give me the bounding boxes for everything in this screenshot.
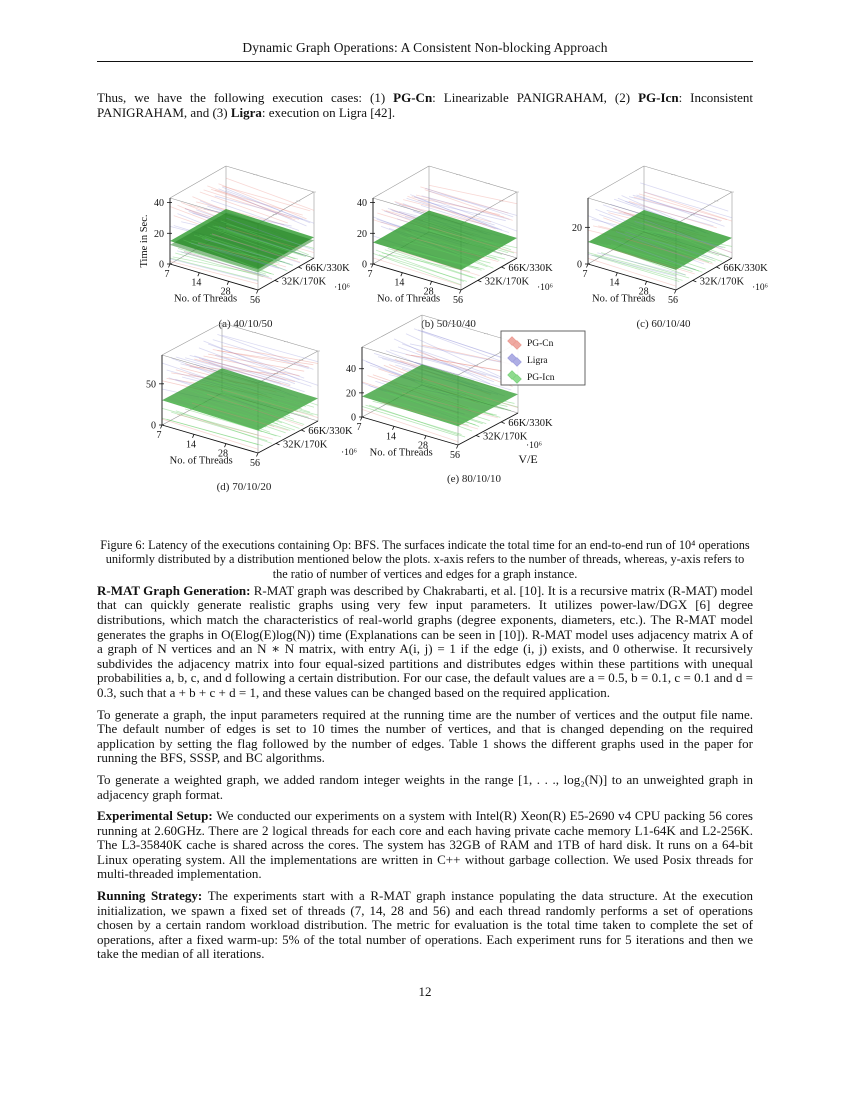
svg-text:0: 0 [362, 260, 367, 271]
intro-paragraph: Thus, we have the following execution ca… [97, 90, 754, 120]
svg-text:66K/330K: 66K/330K [508, 263, 553, 274]
svg-text:32K/170K: 32K/170K [282, 277, 327, 288]
paragraph-lead: R-MAT Graph Generation: [97, 582, 254, 598]
svg-text:28: 28 [639, 287, 649, 298]
subplot-caption-c: (c) 60/10/40 [636, 318, 691, 331]
svg-text:32K/170K: 32K/170K [700, 277, 745, 288]
svg-text:40: 40 [346, 364, 356, 375]
svg-text:0: 0 [159, 260, 164, 271]
svg-text:66K/330K: 66K/330K [723, 263, 768, 274]
body-text: R-MAT Graph Generation: R-MAT graph was … [97, 582, 753, 962]
svg-text:56: 56 [668, 295, 678, 306]
svg-text:66K/330K: 66K/330K [308, 426, 353, 437]
svg-text:32K/170K: 32K/170K [483, 432, 528, 443]
paragraph-weighted-graph: To generate a weighted graph, we added r… [97, 771, 753, 802]
figure-6: 7 14 28 56 No. of Threads 32K/170K 66K/330K ·10… [97, 152, 768, 497]
legend-item-PG-Icn: PG-Icn [527, 373, 555, 383]
svg-text:20: 20 [357, 229, 367, 240]
svg-text:0: 0 [151, 421, 156, 432]
subplot-caption-e: (e) 80/10/10 [446, 473, 502, 486]
svg-text:No. of Threads: No. of Threads [170, 456, 233, 467]
surface-plot-e: 7 14 28 56 No. of Threads 32K/170K 66K/330K ·10… [328, 295, 620, 485]
svg-text:No. of Threads: No. of Threads [370, 448, 433, 459]
surface-plot-b-canvas: 7 14 28 56 No. of Threads 32K/170K 66K/330K ·10… [357, 165, 553, 306]
svg-text:28: 28 [221, 287, 231, 298]
svg-text:28: 28 [424, 287, 434, 298]
svg-text:56: 56 [250, 295, 260, 306]
svg-text:·10⁶: ·10⁶ [537, 283, 553, 293]
svg-text:14: 14 [186, 440, 196, 451]
svg-text:32K/170K: 32K/170K [485, 277, 530, 288]
svg-text:20: 20 [154, 229, 164, 240]
svg-text:40: 40 [154, 198, 164, 209]
svg-text:66K/330K: 66K/330K [305, 263, 350, 274]
svg-text:No. of Threads: No. of Threads [592, 294, 655, 305]
svg-text:14: 14 [191, 278, 201, 289]
svg-text:0: 0 [351, 413, 356, 424]
surface-plot-c: 7 14 28 56 No. of Threads 32K/170K 66K/330K ·10… [556, 152, 771, 330]
surface-plot-d-canvas: 7 14 28 56 No. of Threads 32K/170K 66K/330K ·10… [146, 322, 357, 469]
figure-caption: Figure 6: Latency of the executions cont… [100, 538, 750, 581]
subplot-caption-d: (d) 70/10/20 [216, 481, 272, 494]
paragraph-lead: Running Strategy: [97, 888, 208, 904]
svg-text:32K/170K: 32K/170K [283, 440, 328, 451]
svg-text:V/E: V/E [518, 452, 537, 466]
surface-plot-d: 7 14 28 56 No. of Threads 32K/170K 66K/330K ·10… [128, 303, 360, 493]
svg-text:0: 0 [577, 260, 582, 271]
surface-plot-b: 7 14 28 56 No. of Threads 32K/170K 66K/330K ·10… [341, 152, 556, 330]
svg-text:50: 50 [146, 380, 156, 391]
svg-text:40: 40 [357, 198, 367, 209]
surface-plot-a: 7 14 28 56 No. of Threads 32K/170K 66K/330K ·10… [138, 152, 353, 330]
svg-text:No. of Threads: No. of Threads [377, 294, 440, 305]
running-title: Dynamic Graph Operations: A Consistent N… [242, 40, 608, 55]
surface-plot-a-canvas: 7 14 28 56 No. of Threads 32K/170K 66K/330K ·10… [139, 165, 350, 306]
svg-text:·10⁶: ·10⁶ [341, 448, 357, 458]
svg-text:14: 14 [609, 278, 619, 289]
surface-plot-e-canvas: 7 14 28 56 No. of Threads 32K/170K 66K/330K ·10… [346, 314, 586, 466]
svg-text:20: 20 [346, 389, 356, 400]
surface-plot-c-canvas: 7 14 28 56 No. of Threads 32K/170K 66K/330K ·10… [572, 165, 768, 306]
svg-text:56: 56 [453, 295, 463, 306]
svg-text:Time in Sec.: Time in Sec. [139, 215, 150, 268]
svg-text:28: 28 [418, 441, 428, 452]
svg-text:·10⁶: ·10⁶ [334, 283, 350, 293]
svg-text:56: 56 [450, 450, 460, 461]
title-rule [97, 61, 753, 62]
svg-text:14: 14 [386, 432, 396, 443]
paragraph-running-strategy: Running Strategy: The experiments start … [97, 888, 753, 962]
svg-text:56: 56 [250, 458, 260, 469]
page-number: 12 [418, 984, 432, 1000]
paragraph-lead: Experimental Setup: [97, 808, 217, 824]
subplot-caption-a: (a) 40/10/50 [218, 318, 273, 331]
svg-text:14: 14 [394, 278, 404, 289]
svg-text:7: 7 [583, 269, 588, 280]
svg-text:20: 20 [572, 223, 582, 234]
paragraph-experimental-setup: Experimental Setup: We conducted our exp… [97, 808, 753, 882]
svg-text:7: 7 [357, 422, 362, 433]
paragraph-generate-graph: To generate a graph, the input parameter… [97, 706, 753, 766]
svg-text:·10⁶: ·10⁶ [752, 283, 768, 293]
svg-text:7: 7 [368, 269, 373, 280]
paragraph-rmat-generation: R-MAT Graph Generation: R-MAT graph was … [97, 582, 753, 700]
svg-text:·10⁶: ·10⁶ [526, 441, 542, 451]
legend-item-Ligra: Ligra [527, 356, 548, 366]
svg-text:No. of Threads: No. of Threads [174, 294, 237, 305]
svg-text:7: 7 [157, 430, 162, 441]
legend-item-PG-Cn: PG-Cn [527, 339, 554, 349]
svg-text:7: 7 [165, 269, 170, 280]
svg-text:28: 28 [218, 449, 228, 460]
svg-text:66K/330K: 66K/330K [508, 418, 553, 429]
